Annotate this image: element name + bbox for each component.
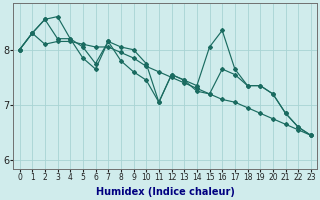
X-axis label: Humidex (Indice chaleur): Humidex (Indice chaleur) — [96, 187, 235, 197]
